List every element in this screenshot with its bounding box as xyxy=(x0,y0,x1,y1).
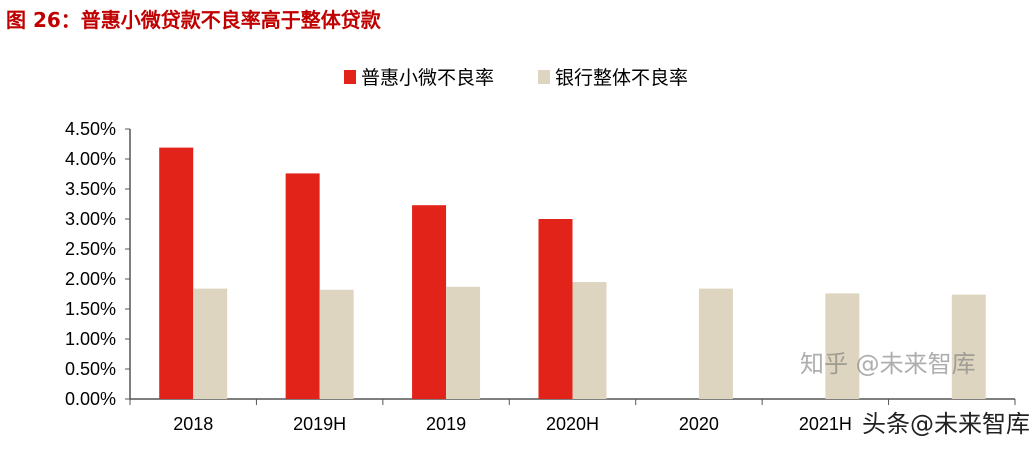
y-tick-label: 2.00% xyxy=(65,269,116,289)
watermark-toutiao: 头条@未来智库 xyxy=(862,410,1030,438)
y-tick-label: 2.50% xyxy=(65,239,116,259)
bar-bank-2020H xyxy=(572,282,607,399)
bar-bank-2021H xyxy=(825,293,860,399)
legend-swatch xyxy=(344,70,356,84)
legend-label: 银行整体不良率 xyxy=(555,67,688,89)
bar-bank-2018 xyxy=(193,288,228,399)
legend-swatch xyxy=(538,70,550,84)
bar-puhui-2018 xyxy=(159,147,194,399)
y-tick-label: 3.50% xyxy=(65,179,116,199)
x-tick-label: 2020H xyxy=(546,414,599,434)
watermark-zhihu: 知乎 @未来智库 xyxy=(800,350,976,378)
x-tick-label: 2018 xyxy=(173,414,213,434)
bar-puhui-2020H xyxy=(538,219,573,399)
bar-bank-2019H xyxy=(319,289,354,399)
x-tick-label: 2020 xyxy=(679,414,719,434)
legend-label: 普惠小微不良率 xyxy=(361,67,494,89)
bar-bank-2019 xyxy=(446,286,481,399)
chart-title: 图 26：普惠小微贷款不良率高于整体贷款 xyxy=(6,8,381,32)
y-tick-label: 4.00% xyxy=(65,149,116,169)
y-tick-label: 1.50% xyxy=(65,299,116,319)
bar-puhui-2019 xyxy=(412,205,447,399)
x-tick-label: 2019 xyxy=(426,414,466,434)
y-tick-label: 0.50% xyxy=(65,359,116,379)
bar-puhui-2019H xyxy=(285,173,320,399)
y-tick-label: 4.50% xyxy=(65,119,116,139)
x-tick-label: 2021H xyxy=(799,414,852,434)
y-tick-label: 0.00% xyxy=(65,389,116,409)
y-tick-label: 1.00% xyxy=(65,329,116,349)
y-tick-label: 3.00% xyxy=(65,209,116,229)
bar-bank-last xyxy=(951,294,986,399)
bar-bank-2020 xyxy=(698,288,733,399)
x-tick-label: 2019H xyxy=(293,414,346,434)
